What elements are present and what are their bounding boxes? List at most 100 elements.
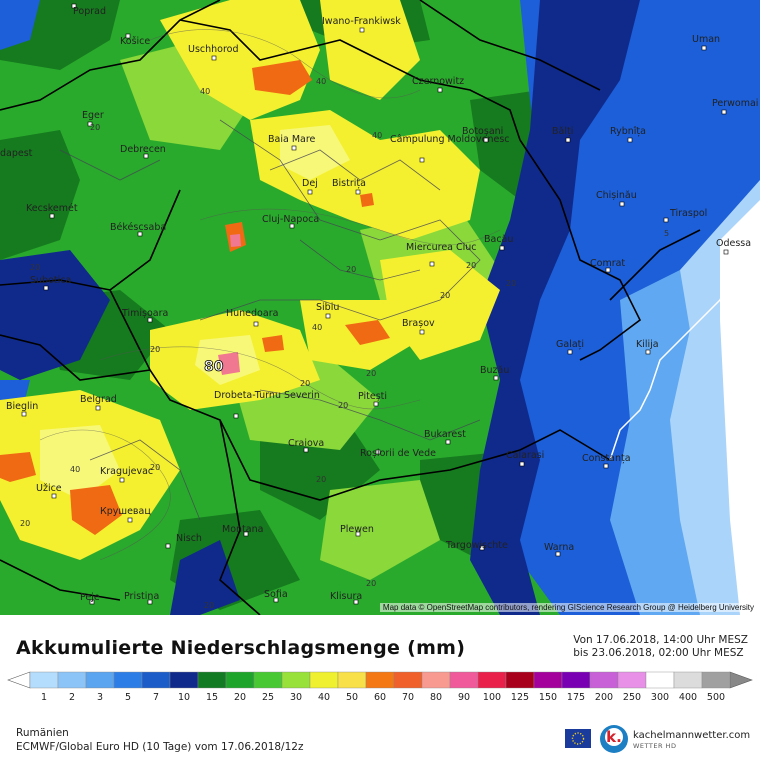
svg-text:Buzău: Buzău (480, 365, 509, 376)
svg-text:20: 20 (150, 345, 160, 354)
legend-value: 80 (430, 692, 442, 702)
svg-text:40: 40 (312, 323, 322, 332)
city-pitesti: Pitești (358, 391, 387, 407)
city-bacau: Bacău (484, 234, 513, 251)
svg-text:Uman: Uman (692, 34, 720, 45)
city-baia-mare: Baia Mare (268, 134, 316, 151)
legend-swatch (365, 671, 395, 689)
svg-text:20: 20 (20, 519, 30, 528)
pink-areas (218, 234, 241, 375)
city-craiova: Craiova (288, 438, 324, 453)
legend-value: 5 (125, 692, 131, 702)
svg-text:Montana: Montana (222, 524, 263, 535)
svg-text:dapest: dapest (0, 148, 33, 159)
svg-text:Tiraspol: Tiraspol (669, 208, 707, 219)
svg-text:Kragujevac: Kragujevac (100, 466, 153, 477)
svg-text:Warna: Warna (544, 542, 574, 553)
legend-value: 150 (539, 692, 557, 702)
city-targowischte: Targowischte (445, 540, 508, 551)
svg-text:Baia Mare: Baia Mare (268, 134, 316, 145)
svg-text:Bieglin: Bieglin (6, 401, 38, 412)
svg-text:5: 5 (664, 229, 669, 238)
city-nisch: Nisch (165, 533, 202, 549)
city-balti: Bălți (552, 126, 573, 143)
legend-value: 250 (623, 692, 641, 702)
city-kilija: Kilija (636, 339, 659, 355)
svg-text:Câmpulung Moldovenesc: Câmpulung Moldovenesc (390, 134, 510, 145)
city-buzau: Buzău (480, 365, 509, 381)
legend-value: 125 (511, 692, 529, 702)
svg-text:Košice: Košice (120, 36, 150, 47)
contour-value-labels: 40 40 40 20 20 20 20 20 20 40 20 20 20 2… (20, 77, 669, 610)
legend-value: 1 (41, 692, 47, 702)
light-blue-areas (610, 180, 760, 615)
legend-swatch (29, 671, 59, 689)
legend-swatch (449, 671, 479, 689)
city-czernowitz: Czernowitz (412, 76, 464, 93)
svg-text:Roșiorii de Vede: Roșiorii de Vede (360, 448, 436, 459)
brand-name: kachelmannwetter.com (633, 730, 751, 741)
svg-text:20: 20 (316, 475, 326, 484)
city-krusevac: Крушевац (100, 506, 151, 523)
svg-text:20: 20 (466, 261, 476, 270)
city-iwano-frankiwsk: Iwano-Frankiwsk (322, 16, 401, 33)
city-bekescsaba: Békéscsaba (110, 222, 166, 237)
svg-text:Perwomai: Perwomai (712, 98, 758, 109)
city-montana: Montana (222, 524, 263, 537)
svg-text:Sofia: Sofia (264, 589, 288, 600)
legend-value: 400 (679, 692, 697, 702)
svg-text:Nisch: Nisch (176, 533, 202, 544)
city-rosiorii: Roșiorii de Vede (360, 448, 436, 459)
legend-swatch (281, 671, 311, 689)
city-klisura: Klisura (330, 591, 362, 605)
svg-text:Constanța: Constanța (582, 453, 631, 464)
legend-value: 25 (262, 692, 274, 702)
svg-text:Užice: Užice (36, 483, 62, 494)
city-calarasi: Calarasi (506, 450, 544, 467)
svg-text:Belgrad: Belgrad (80, 394, 117, 405)
city-dej: Dej (302, 178, 318, 195)
svg-text:Poprad: Poprad (73, 6, 106, 17)
country-borders (0, 0, 701, 615)
legend-swatch (309, 671, 339, 689)
svg-text:Calarasi: Calarasi (506, 450, 544, 461)
city-odessa: Odessa (716, 238, 751, 255)
period-to: bis 23.06.2018, 02:00 Uhr MESZ (573, 647, 744, 659)
svg-text:Békéscsaba: Békéscsaba (110, 222, 166, 233)
svg-text:Крушевац: Крушевац (100, 506, 151, 517)
svg-text:Dej: Dej (302, 178, 318, 189)
legend-swatch (477, 671, 507, 689)
svg-text:Drobeta-Turnu Severin: Drobeta-Turnu Severin (214, 390, 320, 401)
city-constanta: Constanța (582, 453, 631, 469)
city-chisinau: Chișinău (596, 190, 637, 207)
city-budapest: dapest (0, 148, 33, 159)
svg-text:Plewen: Plewen (340, 524, 374, 535)
kachelmann-logo-icon: k. (600, 725, 628, 753)
svg-text:Bukarest: Bukarest (424, 429, 466, 440)
svg-text:40: 40 (200, 87, 210, 96)
svg-text:Peje: Peje (80, 592, 100, 603)
city-sofia: Sofia (264, 589, 288, 603)
svg-text:Odessa: Odessa (716, 238, 751, 249)
color-legend: 1 2 3 5 7 10 15 20 25 30 40 50 60 70 80 90 100 125 150 175 2… (0, 670, 760, 703)
city-uman: Uman (692, 34, 720, 51)
svg-text:Cluj-Napoca: Cluj-Napoca (262, 214, 319, 225)
light-green-areas (120, 40, 500, 580)
legend-swatches (29, 671, 731, 689)
legend-swatch (169, 671, 199, 689)
city-belgrad: Belgrad (80, 394, 117, 411)
city-campulung: Câmpulung Moldovenesc (390, 134, 510, 163)
period-from: Von 17.06.2018, 14:00 Uhr MESZ (573, 634, 748, 646)
svg-text:20: 20 (440, 291, 450, 300)
svg-text:Pitești: Pitești (358, 391, 387, 402)
brand-subtitle: WETTER HD (633, 742, 677, 750)
svg-text:20: 20 (506, 279, 516, 288)
orange-areas (0, 60, 390, 535)
svg-text:Hunedoara: Hunedoara (226, 308, 278, 319)
pale-yellow-areas (40, 125, 350, 500)
legend-value: 200 (595, 692, 613, 702)
city-pristina: Pristina (124, 591, 159, 605)
legend-right-arrow (729, 671, 753, 689)
legend-value: 3 (97, 692, 103, 702)
legend-value: 10 (178, 692, 190, 702)
